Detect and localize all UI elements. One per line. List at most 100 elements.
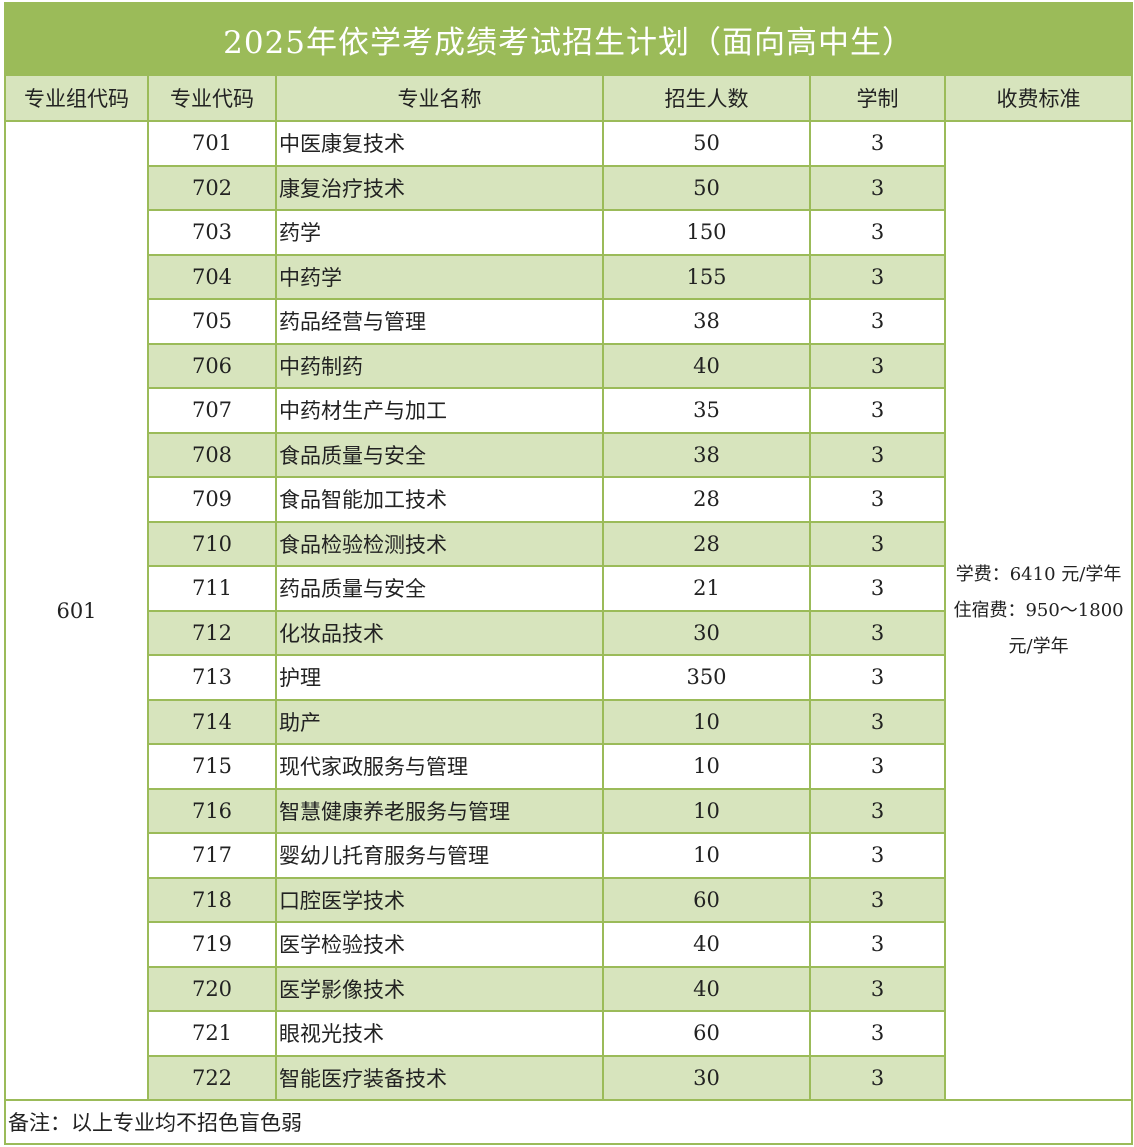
table-row: 716 智慧健康养老服务与管理 10 3 (5, 787, 1132, 834)
page-title: 2025年依学考成绩考试招生计划（面向高中生） (3, 2, 1134, 76)
major-name: 医学检验技术 (275, 921, 604, 968)
duration-years: 3 (809, 520, 946, 567)
major-name: 中医康复技术 (275, 120, 604, 167)
enrollment-count: 60 (602, 876, 811, 923)
major-code: 717 (147, 832, 277, 879)
duration-years: 3 (809, 209, 946, 256)
duration-years: 3 (809, 743, 946, 790)
major-name: 药品质量与安全 (275, 565, 604, 612)
duration-years: 3 (809, 164, 946, 211)
major-code: 719 (147, 921, 277, 968)
major-code: 710 (147, 520, 277, 567)
duration-years: 3 (809, 698, 946, 745)
enrollment-count: 10 (602, 832, 811, 879)
major-name: 食品检验检测技术 (275, 520, 604, 567)
major-code: 703 (147, 209, 277, 256)
duration-years: 3 (809, 120, 946, 167)
enrollment-count: 30 (602, 1054, 811, 1101)
major-name: 口腔医学技术 (275, 876, 604, 923)
table-row: 708 食品质量与安全 38 3 (5, 431, 1132, 478)
table-row: 707 中药材生产与加工 35 3 (5, 387, 1132, 434)
duration-years: 3 (809, 654, 946, 701)
enrollment-count: 35 (602, 387, 811, 434)
table-row: 714 助产 10 3 (5, 698, 1132, 745)
table-row: 715 现代家政服务与管理 10 3 (5, 743, 1132, 790)
major-code: 706 (147, 342, 277, 389)
enrollment-count: 155 (602, 253, 811, 300)
duration-years: 3 (809, 476, 946, 523)
table-body: 601 701 中医康复技术 50 3 学费：6410 元/学年 住宿费：950… (4, 120, 1134, 1101)
major-name: 智能医疗装备技术 (275, 1054, 604, 1101)
enrollment-count: 30 (602, 609, 811, 656)
major-name: 护理 (275, 654, 604, 701)
major-code: 714 (147, 698, 277, 745)
major-code: 713 (147, 654, 277, 701)
major-code: 709 (147, 476, 277, 523)
enrollment-table: 2025年依学考成绩考试招生计划（面向高中生） 专业组代码 专业代码 专业名称 … (3, 2, 1134, 1145)
duration-years: 3 (809, 1010, 946, 1057)
table-row: 704 中药学 155 3 (5, 253, 1132, 300)
major-code: 708 (147, 431, 277, 478)
major-name: 中药制药 (275, 342, 604, 389)
major-code: 712 (147, 609, 277, 656)
header-enrollment: 招生人数 (602, 74, 811, 122)
duration-years: 3 (809, 565, 946, 612)
table-row: 718 口腔医学技术 60 3 (5, 876, 1132, 923)
duration-years: 3 (809, 921, 946, 968)
major-name: 现代家政服务与管理 (275, 743, 604, 790)
enrollment-count: 50 (602, 164, 811, 211)
footnote: 备注：以上专业均不招色盲色弱 (3, 1099, 1134, 1145)
table-row: 709 食品智能加工技术 28 3 (5, 476, 1132, 523)
table-row: 712 化妆品技术 30 3 (5, 609, 1132, 656)
duration-years: 3 (809, 876, 946, 923)
major-name: 中药材生产与加工 (275, 387, 604, 434)
enrollment-count: 40 (602, 342, 811, 389)
major-code: 721 (147, 1010, 277, 1057)
enrollment-count: 10 (602, 698, 811, 745)
table-row: 719 医学检验技术 40 3 (5, 921, 1132, 968)
duration-years: 3 (809, 832, 946, 879)
dorm-fee: 住宿费：950～1800 (953, 599, 1124, 621)
major-code: 720 (147, 965, 277, 1012)
enrollment-count: 150 (602, 209, 811, 256)
major-code: 705 (147, 298, 277, 345)
enrollment-count: 50 (602, 120, 811, 167)
major-name: 药品经营与管理 (275, 298, 604, 345)
table-row: 711 药品质量与安全 21 3 (5, 565, 1132, 612)
major-code: 704 (147, 253, 277, 300)
duration-years: 3 (809, 1054, 946, 1101)
major-name: 智慧健康养老服务与管理 (275, 787, 604, 834)
table-row: 713 护理 350 3 (5, 654, 1132, 701)
enrollment-count: 10 (602, 787, 811, 834)
major-name: 助产 (275, 698, 604, 745)
header-fees: 收费标准 (943, 74, 1134, 122)
table-row: 722 智能医疗装备技术 30 3 (5, 1054, 1132, 1101)
major-name: 婴幼儿托育服务与管理 (275, 832, 604, 879)
duration-years: 3 (809, 298, 946, 345)
table-row: 710 食品检验检测技术 28 3 (5, 520, 1132, 567)
duration-years: 3 (809, 253, 946, 300)
major-code: 711 (147, 565, 277, 612)
major-name: 药学 (275, 209, 604, 256)
table-row: 720 医学影像技术 40 3 (5, 965, 1132, 1012)
enrollment-count: 40 (602, 921, 811, 968)
major-name: 食品智能加工技术 (275, 476, 604, 523)
duration-years: 3 (809, 787, 946, 834)
table-row: 717 婴幼儿托育服务与管理 10 3 (5, 832, 1132, 879)
header-duration: 学制 (809, 74, 946, 122)
enrollment-count: 21 (602, 565, 811, 612)
table-row: 705 药品经营与管理 38 3 (5, 298, 1132, 345)
enrollment-count: 28 (602, 520, 811, 567)
group-code-cell: 601 (4, 120, 149, 1101)
enrollment-count: 350 (602, 654, 811, 701)
duration-years: 3 (809, 965, 946, 1012)
header-group-code: 专业组代码 (4, 74, 149, 122)
enrollment-count: 10 (602, 743, 811, 790)
header-major-name: 专业名称 (275, 74, 604, 122)
dorm-fee-unit: 元/学年 (1008, 635, 1069, 657)
header-row: 专业组代码 专业代码 专业名称 招生人数 学制 收费标准 (4, 74, 1134, 122)
major-name: 康复治疗技术 (275, 164, 604, 211)
duration-years: 3 (809, 387, 946, 434)
duration-years: 3 (809, 342, 946, 389)
tuition-fee: 学费：6410 元/学年 (955, 563, 1122, 585)
